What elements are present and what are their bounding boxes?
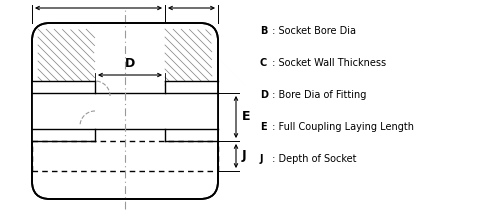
Text: J: J bbox=[242, 149, 247, 162]
Text: C: C bbox=[187, 0, 196, 3]
Text: : Full Coupling Laying Length: : Full Coupling Laying Length bbox=[269, 122, 414, 132]
Text: : Socket Wall Thickness: : Socket Wall Thickness bbox=[269, 58, 386, 68]
Text: : Depth of Socket: : Depth of Socket bbox=[269, 154, 356, 164]
Text: : Bore Dia of Fitting: : Bore Dia of Fitting bbox=[269, 90, 366, 100]
Text: C: C bbox=[260, 58, 267, 68]
Text: D: D bbox=[125, 57, 135, 70]
Text: E: E bbox=[260, 122, 266, 132]
Text: J: J bbox=[260, 154, 263, 164]
Text: : Socket Bore Dia: : Socket Bore Dia bbox=[269, 26, 356, 36]
Text: E: E bbox=[242, 110, 250, 124]
Text: D: D bbox=[260, 90, 268, 100]
Text: B: B bbox=[94, 0, 103, 3]
FancyBboxPatch shape bbox=[32, 23, 218, 199]
Bar bbox=[95, 93, 165, 129]
Bar bbox=[165, 81, 218, 141]
Text: B: B bbox=[260, 26, 267, 36]
Bar bbox=[32, 81, 95, 141]
